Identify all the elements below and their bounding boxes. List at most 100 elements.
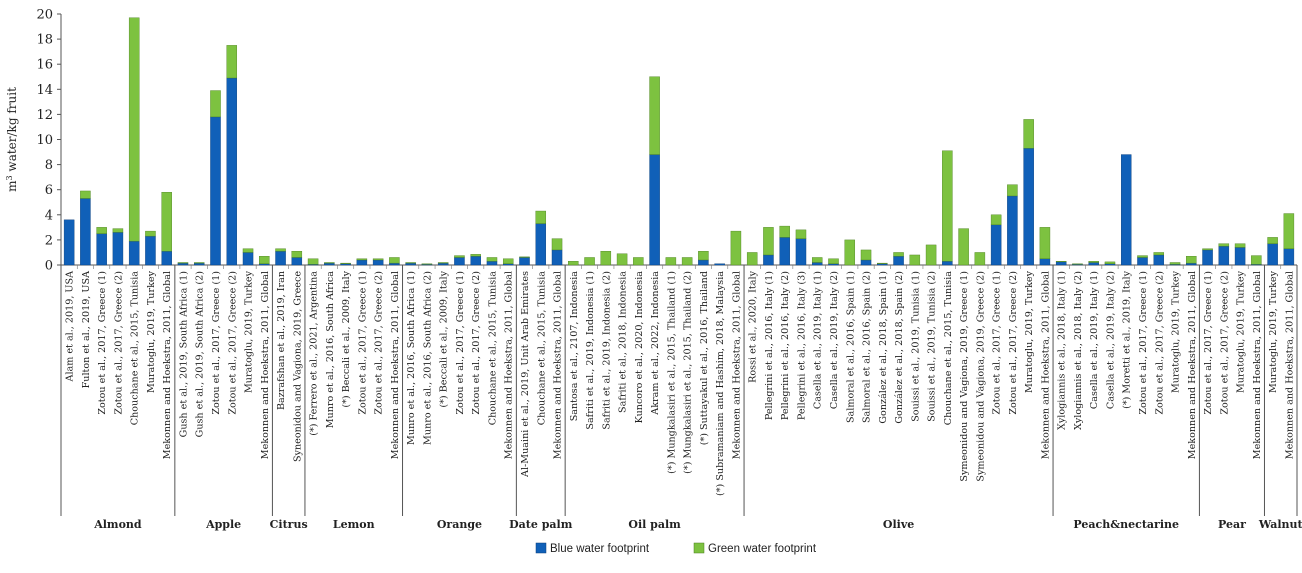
bar-blue-apple-3	[210, 116, 221, 266]
y-tick-label: 4	[45, 208, 53, 223]
category-label: Mekonnen and Hoekstra, 2011, Global	[504, 271, 515, 459]
y-tick-label: 10	[36, 133, 53, 148]
category-label: Akram et al., 2022, Indonesia	[650, 271, 661, 416]
group-label-olive: Olive	[883, 518, 914, 531]
category-label: Chouchane et al., 2015, Tunisia	[536, 271, 547, 426]
category-label: Munro et al., 2016, South Africa	[325, 271, 336, 429]
category-label: Salmoral et al., 2016, Spain (2)	[862, 271, 873, 423]
legend-swatch-blue	[535, 542, 547, 554]
y-tick-label: 14	[36, 83, 53, 98]
y-tick-label: 16	[36, 58, 53, 73]
bar-green-lemon-5	[372, 258, 384, 261]
category-label: Muratoglu, 2019, Turkey	[146, 270, 157, 393]
category-label: Pellegrini et al., 2016, Italy (2)	[780, 271, 791, 420]
category-label: Muratoglu, 2019, Turkey	[244, 270, 255, 393]
bar-green-lemon-3	[340, 262, 351, 264]
category-label: Chouchane et al., 2015, Tunisia	[130, 271, 141, 426]
bar-green-oil-palm-6	[649, 76, 660, 155]
bar-green-olive-16	[990, 214, 1002, 226]
group-label-walnut: Walnut	[1258, 518, 1302, 531]
category-label: Mekonnen and Hoekstra, 2011, Global	[1252, 271, 1263, 459]
bar-green-citrus-1	[275, 248, 286, 252]
category-label: Muratoglu, 2019, Turkey	[1236, 270, 1247, 393]
bar-green-olive-12	[925, 244, 937, 266]
bar-blue-citrus-1	[275, 250, 286, 266]
category-label: (*) Ferrero et al., 2021, Argentina	[309, 271, 320, 436]
bar-green-almond-6	[145, 230, 156, 237]
bar-green-peach-nectarine-8	[1169, 262, 1181, 265]
y-tick-label: 20	[36, 8, 53, 23]
bar-blue-almond-5	[128, 240, 140, 266]
bar-blue-peach-nectarine-7	[1153, 254, 1165, 266]
category-label: Zotou et al., 2017, Greece (1)	[357, 271, 368, 415]
bar-blue-orange-4	[454, 257, 465, 266]
category-label: Munro et al., 2016, South Africa (2)	[422, 271, 433, 445]
category-label: Souissi et al., 2019, Tunisia (2)	[927, 271, 938, 422]
bar-green-walnut-1	[1267, 237, 1278, 244]
category-label: Mekonnen and Hoekstra, 2011, Global	[260, 271, 271, 459]
group-label-oil-palm: Oil palm	[628, 518, 681, 531]
bar-green-peach-nectarine-3	[1088, 261, 1099, 263]
category-label: (*) Moretti et al., 2019, Italy	[1122, 270, 1133, 408]
bar-green-oil-palm-9	[698, 250, 709, 261]
category-label: Zotou et al., 2017, Greece (2)	[1154, 271, 1165, 415]
bar-green-peach-nectarine-2	[1072, 263, 1083, 265]
bar-green-oil-palm-5	[633, 257, 644, 266]
bar-blue-apple-5	[242, 252, 254, 266]
category-label: Al-Muaini et al., 2019, Unit Arab Emirat…	[520, 271, 531, 478]
category-label: (*) Beccali et al., 2009, Italy	[439, 270, 450, 407]
bar-blue-olive-2	[763, 254, 774, 266]
bar-green-almond-7	[161, 192, 172, 252]
category-label: Alam et al., 2019, USA	[65, 270, 76, 383]
bar-blue-lemon-4	[356, 259, 368, 266]
y-tick-label: 12	[36, 108, 53, 123]
bar-blue-walnut-1	[1267, 243, 1278, 266]
bar-green-olive-2	[763, 227, 774, 256]
category-label: Zotou et al., 2017, Greece (2)	[1219, 271, 1230, 415]
bar-green-date-palm-3	[551, 238, 563, 251]
bar-green-lemon-2	[324, 262, 335, 264]
bar-green-olive-11	[909, 254, 921, 266]
category-label: Casella et al., 2019, Italy (1)	[1089, 271, 1100, 409]
bar-green-olive-3	[779, 225, 790, 238]
category-label: Casella et al., 2019, Italy (2)	[829, 271, 840, 409]
bar-blue-pear-3	[1234, 247, 1246, 266]
bar-blue-lemon-6	[389, 262, 400, 266]
category-label: Symeonidou and Vagiona, 2019, Greece (2)	[975, 271, 986, 482]
y-tick-label: 8	[45, 158, 53, 173]
bar-blue-almond-6	[145, 235, 156, 266]
category-label: González et al., 2018, Spain (1)	[878, 271, 889, 424]
bar-green-peach-nectarine-4	[1104, 261, 1116, 264]
category-label: Mekonnen and Hoekstra, 2011, Global	[553, 271, 564, 459]
group-label-pear: Pear	[1218, 518, 1246, 531]
category-label: Zotou et al., 2017, Greece (2)	[471, 271, 482, 415]
bar-blue-peach-nectarine-1	[1055, 261, 1067, 266]
bar-blue-olive-5	[811, 262, 823, 266]
bar-blue-almond-2	[80, 198, 91, 266]
bar-blue-pear-1	[1202, 249, 1213, 266]
bar-green-olive-17	[1007, 184, 1018, 197]
bar-green-almond-3	[96, 227, 107, 234]
category-label: González et al., 2018, Spain (2)	[894, 271, 905, 424]
category-label: Mekonnen and Hoekstra, 2011, Global	[390, 271, 401, 459]
category-label: Kuncoro et al., 2020, Indonesia	[634, 271, 645, 424]
bar-green-olive-8	[860, 249, 872, 261]
bar-blue-orange-6	[486, 261, 498, 266]
bar-green-almond-5	[128, 17, 140, 242]
bar-green-date-palm-2	[535, 210, 547, 224]
bar-green-olive-14	[958, 228, 969, 266]
bar-green-olive-19	[1039, 227, 1051, 259]
y-tick-label: 6	[45, 183, 53, 198]
bar-blue-almond-4	[112, 232, 124, 266]
category-label: Mekonnen and Hoekstra, 2011, Global	[1187, 271, 1198, 459]
bar-green-walnut-2	[1283, 213, 1295, 249]
group-label-almond: Almond	[93, 518, 142, 531]
bar-blue-olive-13	[942, 261, 953, 266]
category-label: Gush et al., 2019, South Africa (2)	[195, 271, 206, 437]
bar-blue-lemon-5	[372, 259, 384, 266]
category-label: Mekonnen and Hoekstra, 2011, Global	[731, 271, 742, 459]
category-label: Mekonnen and Hoekstra, 2011, Global	[1284, 271, 1295, 459]
bar-green-oil-palm-11	[730, 230, 742, 266]
bar-green-lemon-1	[307, 258, 319, 265]
